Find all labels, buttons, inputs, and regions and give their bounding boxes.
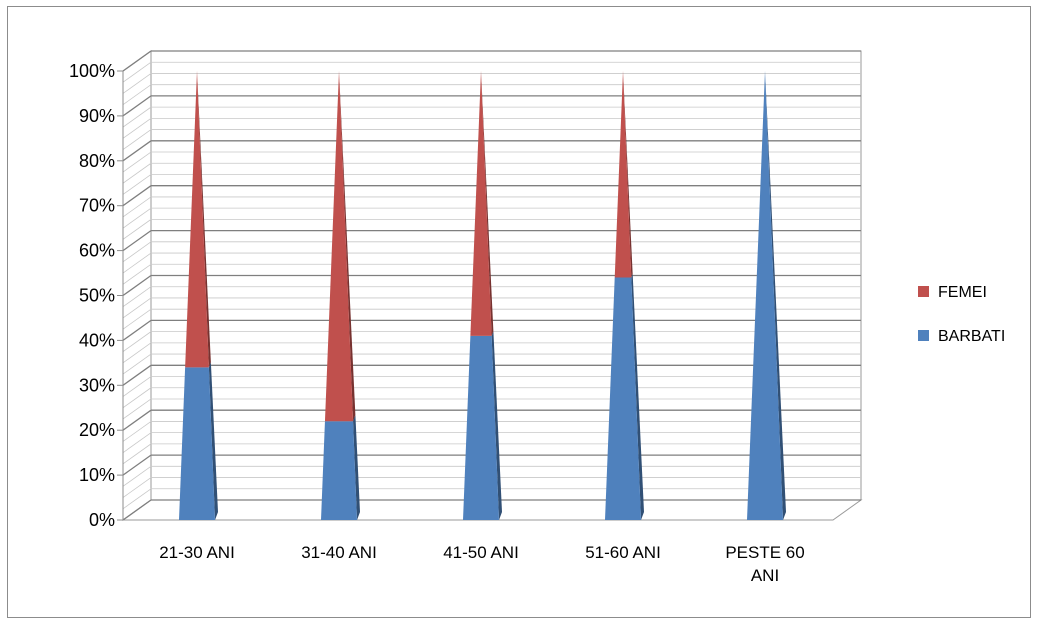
legend: FEMEI BARBATI <box>918 284 1005 345</box>
x-tick-label: 51-60 ANI <box>585 543 661 562</box>
x-tick-label: ANI <box>751 566 779 585</box>
legend-label-barbati: BARBATI <box>938 328 1005 345</box>
y-tick-label: 10% <box>79 465 115 485</box>
y-tick-label: 70% <box>79 196 115 216</box>
chart-svg: 0% 10% 20% 30% 40% 50% 60% 70% 80% 90% 100% 21-30 … <box>8 7 1032 619</box>
legend-swatch-femei <box>918 286 929 297</box>
y-tick-label: 30% <box>79 375 115 395</box>
y-tick-label: 90% <box>79 106 115 126</box>
x-tick-label: 21-30 ANI <box>159 543 235 562</box>
x-tick-label: 41-50 ANI <box>443 543 519 562</box>
y-tick-label: 50% <box>79 286 115 306</box>
y-tick-label: 0% <box>89 510 115 530</box>
y-tick-label: 20% <box>79 420 115 440</box>
legend-swatch-barbati <box>918 330 929 341</box>
chart-area: 0% 10% 20% 30% 40% 50% 60% 70% 80% 90% 100% 21-30 … <box>7 6 1031 618</box>
y-axis-ticks: 0% 10% 20% 30% 40% 50% 60% 70% 80% 90% 100% <box>69 61 123 530</box>
y-tick-label: 60% <box>79 241 115 261</box>
legend-label-femei: FEMEI <box>938 284 987 301</box>
y-tick-label: 100% <box>69 61 115 81</box>
x-tick-label: 31-40 ANI <box>301 543 377 562</box>
x-tick-label: PESTE 60 <box>725 543 804 562</box>
pyramid-segment-barbati <box>179 367 215 520</box>
pyramid-segment-barbati <box>321 421 357 520</box>
x-axis-labels: 21-30 ANI 31-40 ANI 41-50 ANI 51-60 ANI PEST… <box>159 543 804 585</box>
y-tick-label: 80% <box>79 151 115 171</box>
y-tick-label: 40% <box>79 330 115 350</box>
